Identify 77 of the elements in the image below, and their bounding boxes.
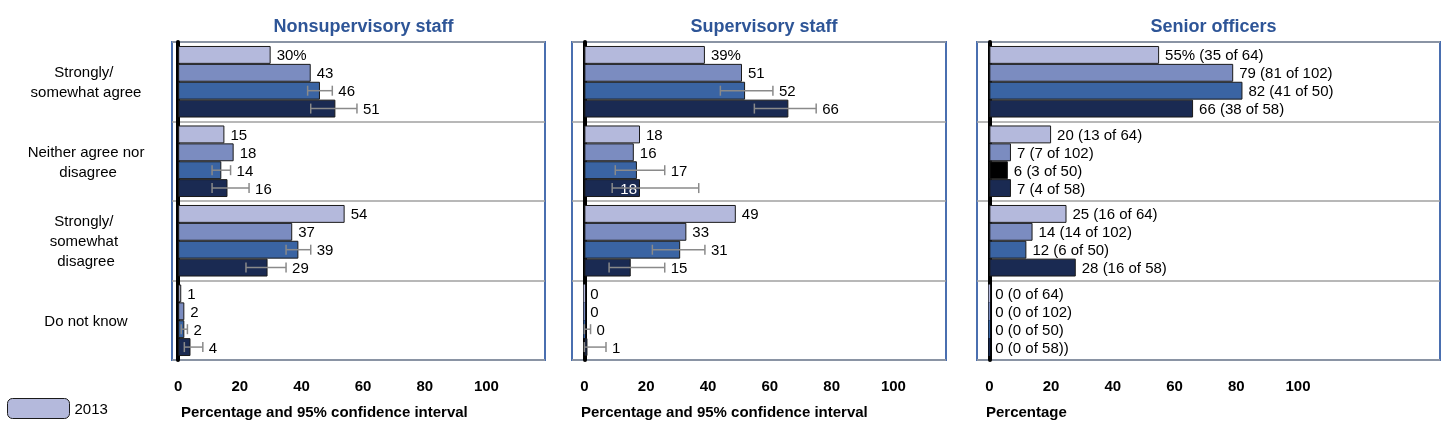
data-label: 14: [236, 161, 254, 179]
data-label: 49: [741, 205, 759, 223]
data-label: 54: [350, 205, 368, 223]
x-tick-label: 40: [1104, 377, 1122, 394]
x-tick-label: 80: [416, 377, 434, 394]
data-label: 37: [298, 223, 315, 241]
data-label: 14 (14 of 102): [1038, 223, 1132, 241]
data-label: 39%: [710, 46, 741, 64]
data-label: 17: [670, 161, 688, 179]
x-tick-label: 60: [761, 377, 779, 394]
x-axis-title: Percentage and 95% confidence interval: [181, 403, 468, 420]
data-label: 51: [748, 64, 765, 82]
data-label: 7 (4 of 58): [1016, 179, 1086, 197]
data-label: 29: [292, 259, 309, 277]
data-label: 0 (0 of 102): [995, 302, 1073, 320]
data-label: 4: [208, 338, 218, 356]
data-label: 18: [239, 143, 257, 161]
x-axis-title: Percentage: [986, 403, 1067, 420]
x-tick-label: 20: [1042, 377, 1060, 394]
chart-title: Senior officers: [1150, 16, 1277, 36]
data-label: 6 (3 of 50): [1013, 161, 1083, 179]
data-label: 7 (7 of 102): [1016, 143, 1094, 161]
data-label: 18: [646, 125, 663, 143]
x-tick-label: 60: [354, 377, 372, 394]
data-label: 43: [316, 64, 334, 82]
chart-title: Supervisory staff: [690, 16, 839, 36]
data-label: 15: [230, 125, 248, 143]
x-axis-title: Percentage and 95% confidence interval: [581, 403, 868, 420]
data-label: 33: [692, 223, 710, 241]
data-label: 16: [639, 143, 657, 161]
data-label: 51: [362, 100, 380, 118]
x-tick-label: 0: [173, 377, 183, 394]
data-label: 12 (6 of 50): [1032, 241, 1110, 259]
data-label: 18: [620, 179, 637, 197]
y-tick-label: Strongly/ somewhat agree: [30, 63, 142, 101]
data-label: 2: [193, 320, 202, 338]
data-label: 79 (81 of 102): [1239, 64, 1333, 82]
x-tick-label: 40: [699, 377, 717, 394]
data-label: 0: [590, 302, 599, 320]
data-label: 0: [590, 284, 599, 302]
x-tick-label: 0: [580, 377, 589, 394]
data-label: 1: [612, 338, 621, 356]
y-tick-label: Neither agree nor disagree: [27, 142, 145, 180]
x-tick-label: 40: [293, 377, 310, 394]
data-label: 28 (16 of 58): [1081, 259, 1167, 277]
y-tick-label: Do not know: [44, 311, 128, 329]
x-tick-label: 80: [823, 377, 840, 394]
x-tick-label: 20: [637, 377, 655, 394]
x-tick-label: 80: [1227, 377, 1245, 394]
x-tick-label: 60: [1166, 377, 1183, 394]
data-label: 39: [316, 241, 334, 259]
data-label: 15: [670, 259, 688, 277]
x-tick-label: 100: [880, 377, 906, 394]
data-label: 46: [338, 82, 355, 100]
data-label: 66: [822, 100, 839, 118]
data-label: 0 (0 of 58)): [995, 338, 1069, 356]
data-label: 2: [190, 302, 199, 320]
chart-title: Nonsupervisory staff: [273, 16, 455, 36]
data-label: 1: [187, 284, 196, 302]
data-label: 0 (0 of 50): [995, 320, 1064, 338]
data-label: 20 (13 of 64): [1057, 125, 1143, 143]
data-label: 0 (0 of 64): [995, 284, 1064, 302]
x-tick-label: 20: [231, 377, 249, 394]
y-tick-label: Strongly/ somewhat disagree: [49, 212, 123, 270]
x-tick-label: 0: [985, 377, 994, 394]
data-label: 52: [778, 82, 796, 100]
data-label: 82 (41 of 50): [1248, 82, 1334, 100]
data-label: 16: [255, 179, 272, 197]
x-tick-label: 100: [1285, 377, 1311, 394]
data-label: 30%: [276, 46, 307, 64]
legend-label: 2013: [74, 400, 108, 417]
data-label: 25 (16 of 64): [1072, 205, 1158, 223]
data-label: 55% (35 of 64): [1165, 46, 1264, 64]
data-label: 66 (38 of 58): [1199, 100, 1285, 118]
data-label: 0: [596, 320, 605, 338]
x-tick-label: 100: [473, 377, 499, 394]
data-label: 31: [710, 241, 728, 259]
